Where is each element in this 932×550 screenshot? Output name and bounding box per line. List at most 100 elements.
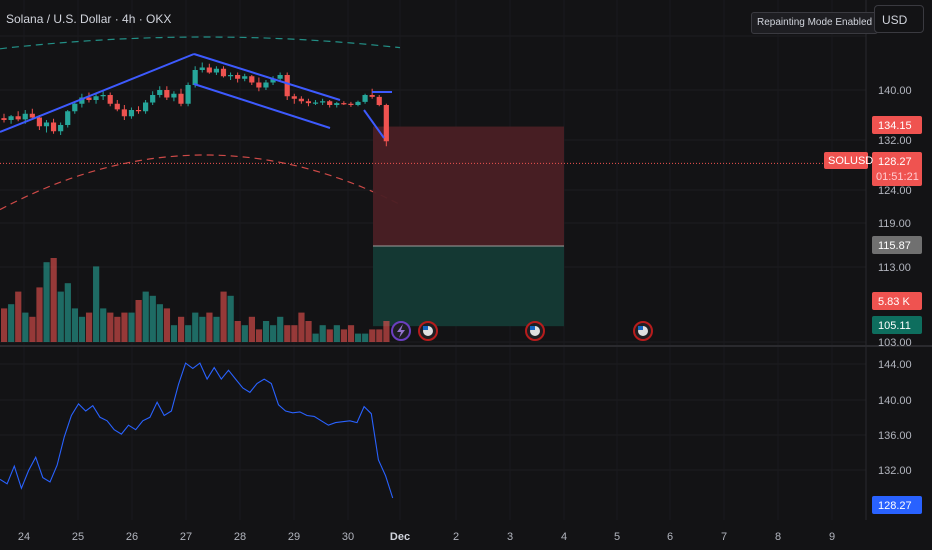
volume-bar: [305, 321, 312, 342]
candle-body: [150, 95, 156, 103]
candle-body: [15, 116, 21, 120]
volume-bars: [1, 258, 390, 342]
volume-bar: [85, 312, 93, 342]
candle-body: [383, 105, 389, 142]
time-tick: 2: [453, 531, 459, 543]
candle-body: [135, 110, 142, 112]
candle-body: [171, 93, 177, 98]
lower-band: [0, 154, 401, 211]
candle-body: [157, 90, 163, 95]
event-markers[interactable]: [391, 321, 653, 341]
candle-body: [192, 70, 198, 85]
candle-body: [362, 95, 368, 102]
countdown-label: 01:51:21: [876, 171, 919, 183]
time-tick: 9: [829, 531, 835, 543]
time-tick: 27: [180, 531, 192, 543]
stop-price-label: 134.15: [878, 120, 912, 132]
candle-body: [8, 116, 14, 120]
us-flag-icon: [423, 326, 428, 330]
volume-bar: [128, 312, 135, 342]
volume-bar: [213, 316, 220, 342]
candle-body: [100, 95, 106, 97]
stop-price-label: [872, 116, 922, 134]
trendline: [193, 83, 331, 129]
stop-loss-zone: [373, 126, 564, 246]
candle-body: [341, 103, 347, 105]
candle-body: [128, 110, 135, 117]
volume-bar: [78, 316, 86, 342]
time-tick: 5: [614, 531, 620, 543]
volume-bar: [376, 329, 383, 342]
volume-bar: [149, 295, 156, 342]
repainting-badge: Repainting Mode Enabled: [751, 12, 879, 34]
price-tick: 113.00: [878, 262, 911, 274]
target-alt-label: 105.11: [878, 320, 911, 332]
volume-bar: [93, 266, 100, 342]
volume-bar: [156, 304, 163, 342]
price-tick: 119.00: [878, 218, 911, 230]
volume-bar: [369, 329, 376, 342]
volume-bar: [227, 295, 234, 342]
volume-bar: [284, 325, 291, 342]
time-tick: 4: [561, 531, 567, 543]
candle-body: [199, 67, 205, 70]
candle-body: [256, 82, 262, 88]
candle-body: [334, 103, 340, 105]
volume-bar: [255, 329, 263, 342]
time-tick: 25: [72, 531, 84, 543]
candle-body: [22, 113, 28, 120]
trendline: [0, 53, 195, 133]
trendline: [363, 109, 385, 139]
volume-label: 5.83 K: [878, 296, 910, 308]
time-tick: 24: [18, 531, 30, 543]
volume-bar: [64, 283, 71, 342]
candle-body: [206, 67, 212, 73]
time-axis[interactable]: 24 25 26 27 28 29 30 Dec 2 3 4 5 6 7 8 9: [18, 531, 835, 543]
rsi-line: [0, 362, 394, 499]
candle-body: [312, 102, 319, 104]
volume-bar: [333, 325, 340, 342]
volume-bar: [185, 325, 192, 342]
volume-bar: [22, 312, 29, 342]
trendlines[interactable]: [0, 53, 392, 139]
candles[interactable]: [1, 62, 389, 147]
time-tick: Dec: [390, 531, 410, 543]
volume-bar: [163, 308, 171, 342]
candle-body: [93, 96, 99, 100]
time-tick: 28: [234, 531, 246, 543]
volume-bar: [142, 291, 149, 342]
currency-button[interactable]: USD: [874, 5, 924, 33]
volume-bar: [326, 329, 333, 342]
candle-body: [270, 78, 276, 83]
volume-bar: [114, 316, 121, 342]
price-tick: 103.00: [878, 337, 912, 349]
volume-bar: [29, 316, 36, 342]
rsi-line: [0, 362, 394, 499]
volume-bar: [234, 321, 241, 342]
rsi-tick: 140.00: [878, 395, 912, 407]
candle-body: [277, 75, 283, 79]
candle-body: [114, 103, 120, 110]
volume-bar: [298, 312, 305, 342]
candle-body: [164, 90, 170, 98]
price-tick: 132.00: [878, 135, 912, 147]
volume-bar: [347, 325, 355, 342]
time-tick: 7: [721, 531, 727, 543]
candle-body: [178, 93, 184, 104]
short-position-tool[interactable]: [0, 126, 866, 327]
volume-bar: [362, 333, 369, 342]
candle-body: [291, 96, 297, 99]
lightning-icon: [397, 324, 405, 338]
symbol-title[interactable]: Solana / U.S. Dollar · 4h · OKX: [6, 12, 172, 26]
rsi-tick: 136.00: [878, 430, 912, 442]
price-axis[interactable]: 140.00 132.00 124.00 119.00 113.00 103.00 144.…: [878, 85, 912, 477]
candle-body: [305, 101, 312, 104]
candle-body: [220, 68, 227, 77]
volume-bar: [8, 304, 15, 342]
candle-body: [1, 118, 7, 120]
volume-bar: [241, 325, 248, 342]
volume-bar: [355, 333, 362, 342]
volume-bar: [1, 308, 8, 342]
